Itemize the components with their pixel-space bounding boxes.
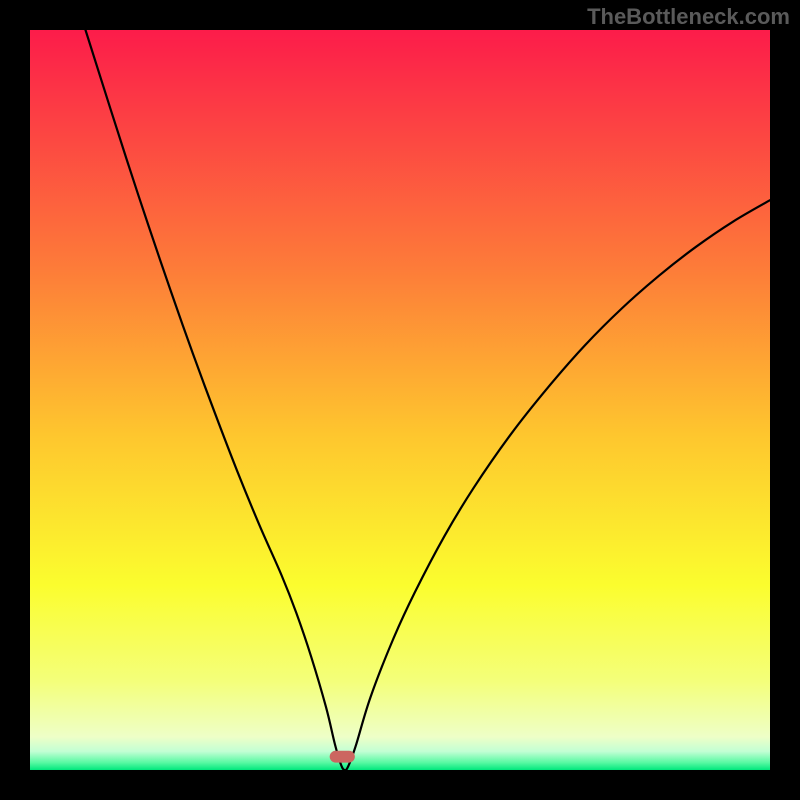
chart-svg	[0, 0, 800, 800]
bottleneck-chart: TheBottleneck.com	[0, 0, 800, 800]
optimal-point-marker	[330, 751, 355, 763]
chart-gradient-background	[30, 30, 770, 770]
